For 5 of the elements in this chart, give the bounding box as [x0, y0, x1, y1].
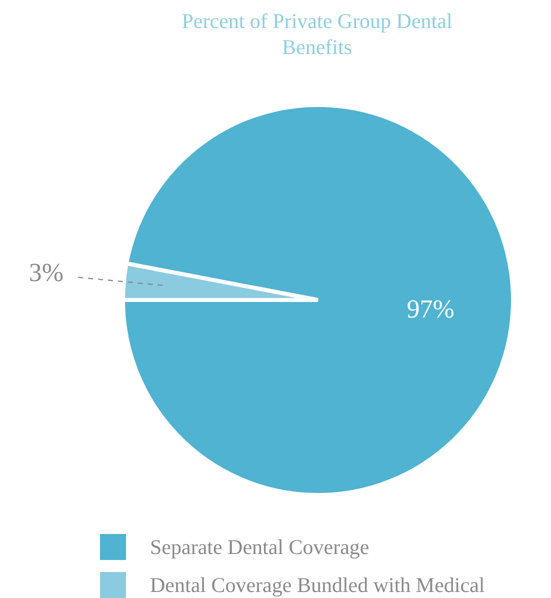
legend-label: Separate Dental Coverage [150, 534, 370, 560]
data-label: 3% [28, 258, 64, 288]
chart-title: Percent of Private Group Dental Benefits [180, 8, 454, 60]
legend-label: Dental Coverage Bundled with Medical [150, 572, 485, 598]
data-label: 97% [406, 294, 454, 324]
